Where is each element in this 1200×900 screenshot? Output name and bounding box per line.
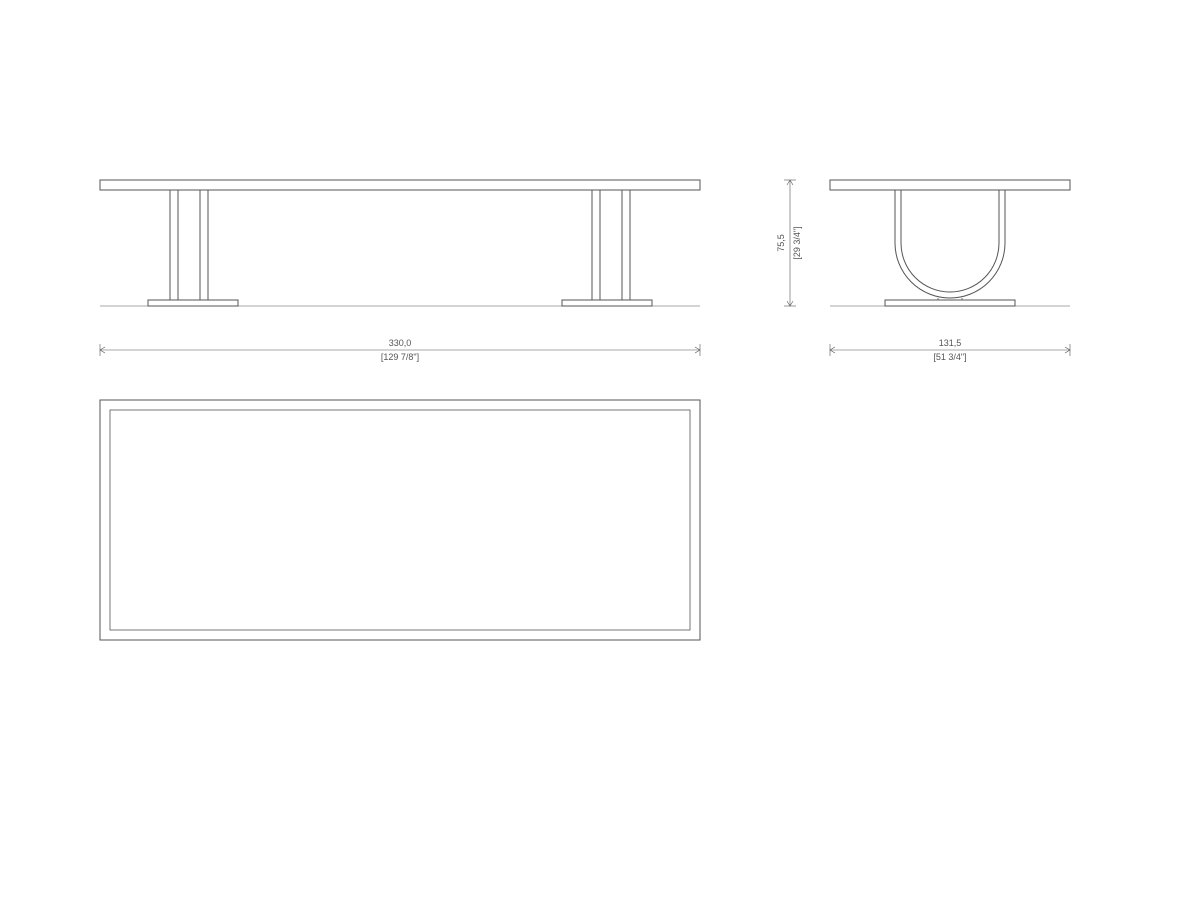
dimension-width: 330,0 [129 7/8"] bbox=[100, 338, 700, 362]
dimension-depth: 131,5 [51 3/4"] bbox=[830, 338, 1070, 362]
plan-view bbox=[100, 400, 700, 640]
svg-text:[29 3/4"]: [29 3/4"] bbox=[792, 226, 802, 259]
side-elevation bbox=[830, 180, 1070, 306]
svg-text:330,0: 330,0 bbox=[389, 338, 412, 348]
svg-text:75,5: 75,5 bbox=[776, 234, 786, 252]
svg-text:[129 7/8"]: [129 7/8"] bbox=[381, 352, 419, 362]
dimension-height: 75,5 [29 3/4"] bbox=[776, 180, 802, 306]
front-elevation bbox=[100, 180, 700, 306]
svg-text:[51 3/4"]: [51 3/4"] bbox=[933, 352, 966, 362]
svg-text:131,5: 131,5 bbox=[939, 338, 962, 348]
